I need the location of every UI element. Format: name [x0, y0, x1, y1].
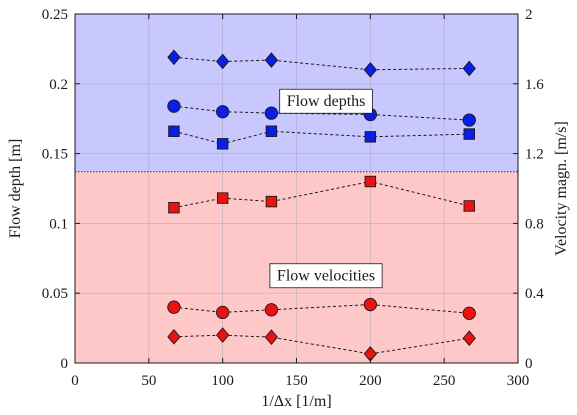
data-point-square — [265, 125, 278, 137]
data-point-square — [364, 175, 377, 188]
y-axis-label-left: Flow depth [m] — [7, 139, 24, 239]
data-point-square — [265, 195, 278, 208]
data-point-diamond — [167, 49, 181, 66]
annotation-label: Flow velocities — [277, 267, 375, 284]
y-tick-label-right: 1.2 — [525, 147, 544, 163]
data-point-circle — [363, 297, 377, 312]
y-tick-label-right: 0.4 — [525, 286, 544, 302]
data-point-square — [364, 131, 377, 143]
data-point-diamond — [216, 53, 230, 70]
x-tick-label: 200 — [359, 373, 382, 389]
data-point-square — [168, 125, 180, 137]
data-point-circle — [167, 300, 181, 314]
series — [167, 49, 476, 362]
data-point-circle — [462, 306, 476, 320]
y-axis-label-right: Velocity magn. [m/s] — [553, 121, 570, 256]
y-tick-label-left: 0.2 — [49, 77, 68, 93]
y-tick-label-left: 0.1 — [49, 216, 68, 232]
x-tick-label: 300 — [507, 373, 530, 389]
data-point-circle — [167, 99, 181, 113]
data-point-circle — [216, 305, 230, 320]
data-point-diamond — [264, 329, 279, 345]
y-tick-label-left: 0.25 — [42, 7, 68, 23]
y-tick-label-right: 2 — [525, 7, 533, 23]
data-point-circle — [264, 303, 279, 317]
series-line — [173, 180, 470, 209]
y-tick-label-left: 0.15 — [42, 147, 68, 163]
data-point-diamond — [216, 327, 230, 343]
data-point-circle — [264, 106, 279, 120]
x-tick-label: 150 — [285, 373, 308, 389]
data-point-square — [216, 138, 229, 150]
annotation-box — [279, 88, 373, 114]
y-tick-label-left: 0.05 — [42, 286, 68, 302]
data-point-square — [168, 201, 180, 214]
y-tick-label-right: 1.6 — [525, 77, 544, 93]
data-point-diamond — [462, 60, 476, 77]
data-point-square — [463, 200, 475, 212]
annotation-flow-depths: Flow depths — [279, 88, 373, 114]
data-point-square — [216, 192, 229, 204]
x-axis-label: 1/Δx [1/m] — [261, 393, 331, 410]
data-point-diamond — [264, 52, 279, 68]
annotation-flow-velocities: Flow velocities — [269, 263, 383, 289]
data-point-circle — [216, 105, 230, 119]
y-tick-label-right: 0 — [525, 356, 533, 372]
data-point-diamond — [363, 62, 377, 78]
data-point-circle — [462, 113, 476, 127]
ticks: 0 50 100 150 200 250 30000.050.10.150.20.2500.… — [42, 7, 545, 389]
annotation-label: Flow depths — [287, 93, 366, 110]
x-tick-label: 50 — [141, 373, 156, 389]
annotation-box — [269, 263, 383, 289]
x-tick-label: 250 — [433, 373, 456, 389]
x-tick-label: 0 — [71, 373, 79, 389]
y-tick-label-left: 0 — [61, 356, 69, 372]
data-point-diamond — [462, 330, 476, 347]
data-point-diamond — [167, 329, 181, 345]
y-tick-label-right: 0.8 — [525, 216, 544, 232]
x-tick-label: 100 — [211, 373, 234, 389]
series-line — [173, 334, 470, 355]
data-point-square — [463, 128, 475, 140]
